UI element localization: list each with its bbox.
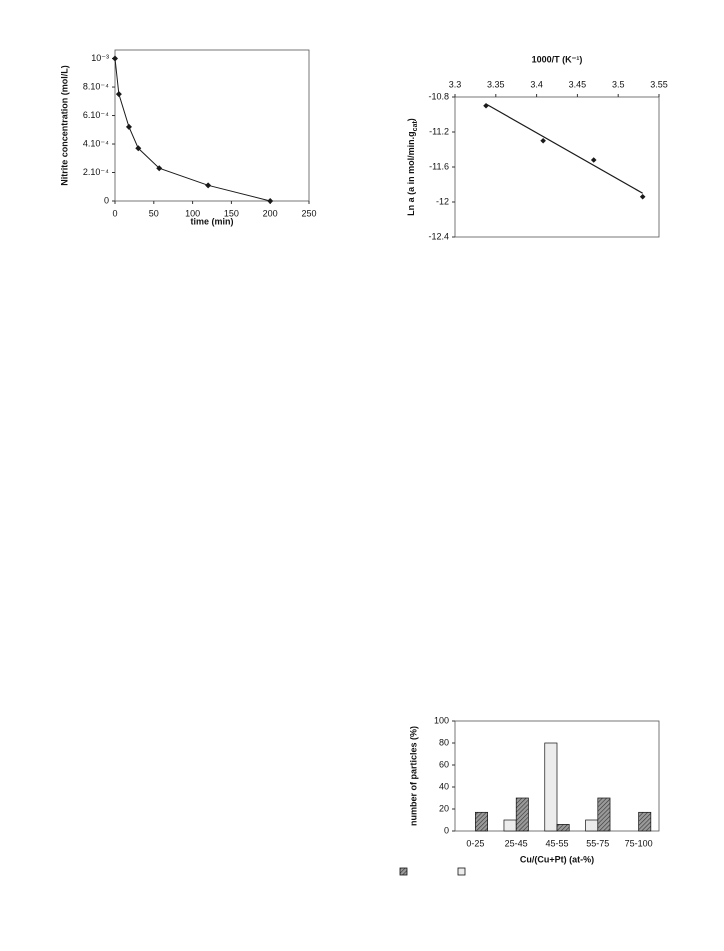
legend-swatch <box>399 867 408 876</box>
x-tick-label: 3.35 <box>487 79 505 89</box>
y-axis-label-part: ) <box>406 118 416 121</box>
y-tick-label: 20 <box>439 803 449 813</box>
y-tick-label: 0 <box>444 825 449 835</box>
marker <box>115 91 122 98</box>
x-tick-label: 0-25 <box>466 838 484 848</box>
y-axis-label-part: cat <box>412 121 419 132</box>
marker <box>156 165 163 172</box>
marker <box>267 198 274 204</box>
y-axis-label: Nitrite concentration (mol/L) <box>59 65 69 186</box>
x-tick-label: 3.5 <box>612 79 625 89</box>
plot-frame <box>454 96 660 238</box>
marker <box>112 55 118 62</box>
y-tick-label: 40 <box>439 781 449 791</box>
y-axis-label: number of particles (%) <box>408 726 418 826</box>
x-axis-label: Cu/(Cu+Pt) (at-%) <box>520 854 594 864</box>
bar <box>515 797 529 832</box>
plot-frame <box>114 49 310 202</box>
x-tick-label: 0 <box>112 208 117 218</box>
y-tick-label: 6.10⁻⁴ <box>83 110 109 120</box>
x-axis-label: 1000/T (K⁻¹) <box>532 54 583 64</box>
y-tick-label: 8.10⁻⁴ <box>83 81 109 91</box>
y-tick-label: 60 <box>439 759 449 769</box>
y-tick-label: -10.8 <box>428 91 449 101</box>
x-tick-label: 75-100 <box>625 838 653 848</box>
bar <box>503 819 517 832</box>
trend-line <box>485 103 643 194</box>
x-tick-label: 55-75 <box>586 838 609 848</box>
bar <box>638 811 652 832</box>
bar <box>597 797 611 832</box>
y-tick-label: -11.2 <box>429 126 449 136</box>
y-tick-label: 2.10⁻⁴ <box>83 167 109 177</box>
x-tick-label: 3.3 <box>449 79 462 89</box>
y-tick-label: -12.4 <box>428 231 449 241</box>
marker <box>483 102 489 109</box>
x-tick-label: 100 <box>185 208 200 218</box>
x-tick-label: 25-45 <box>505 838 528 848</box>
x-tick-label: 3.4 <box>530 79 543 89</box>
y-tick-label: -11.6 <box>429 161 449 171</box>
bar <box>475 811 488 832</box>
x-tick-label: 200 <box>263 208 278 218</box>
y-axis-label-part: Ln a (a in mol/min.g <box>406 131 416 216</box>
y-tick-label: 10⁻³ <box>91 53 109 63</box>
y-tick-label: 80 <box>439 737 449 747</box>
x-tick-label: 3.45 <box>569 79 587 89</box>
marker <box>125 123 132 130</box>
y-tick-label: 0 <box>104 195 109 205</box>
legend-swatch <box>457 867 466 876</box>
marker <box>135 145 142 152</box>
bar <box>585 819 599 832</box>
x-tick-label: 250 <box>301 208 316 218</box>
marker <box>540 137 546 144</box>
marker <box>590 157 597 163</box>
x-tick-label: 3.55 <box>650 79 668 89</box>
y-tick-label: 4.10⁻⁴ <box>83 138 109 148</box>
marker <box>205 182 212 189</box>
data-line <box>114 58 271 202</box>
x-tick-label: 150 <box>224 208 239 218</box>
y-tick-label: -12 <box>436 196 449 206</box>
x-tick-label: 50 <box>149 208 159 218</box>
bar <box>556 824 570 832</box>
x-tick-label: 45-55 <box>545 838 568 848</box>
y-axis-label: Ln a (a in mol/min.gcat) <box>406 118 419 216</box>
x-axis-label: time (min) <box>190 216 233 226</box>
marker <box>639 193 646 200</box>
y-tick-label: 100 <box>434 715 449 725</box>
bar <box>544 742 558 832</box>
